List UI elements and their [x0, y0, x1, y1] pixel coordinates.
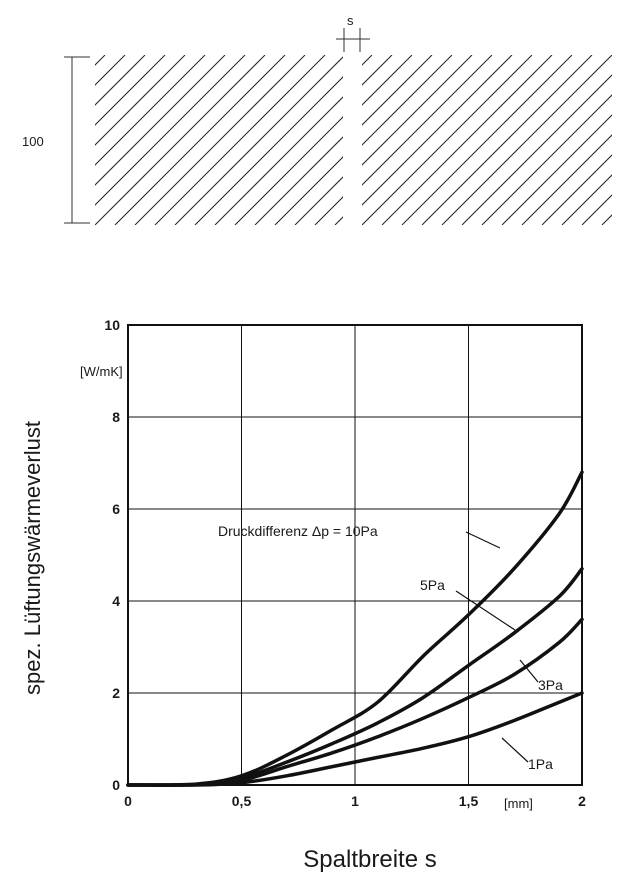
x-tick-label: 1,5 [459, 793, 479, 809]
plot-frame [127, 324, 583, 786]
left-block-hatch-line [95, 55, 146, 106]
tick-labels: 0 0,5 1 1,5 2 0 2 4 6 8 10 [104, 317, 586, 809]
gap-label: s [347, 13, 354, 28]
right-block-hatch-line [481, 94, 612, 225]
right-block-hatch-line [362, 55, 373, 66]
leader-10pa [465, 531, 501, 549]
series-label-3pa: 3Pa [538, 677, 563, 693]
right-block-hatch-line [421, 55, 593, 225]
left-block-hatch-line [254, 136, 343, 225]
left-block-hatch-line [154, 55, 326, 225]
y-tick-label: 4 [112, 593, 120, 609]
right-block-hatch-line [581, 194, 612, 225]
right-block-hatch-line [561, 174, 612, 225]
right-block-hatch-line [521, 134, 612, 225]
right-block-hatch-line [182, 55, 352, 225]
left-block-hatch-line [174, 56, 343, 225]
chart: 0 0,5 1 1,5 2 0 2 4 6 8 10 [W/mK] [mm] spez. Lüftu… [20, 317, 586, 873]
left-block-hatch-line [95, 55, 206, 166]
left-block-hatch-line [334, 216, 343, 225]
right-block-hatch-line [501, 114, 612, 225]
gridlines [128, 325, 582, 785]
left-block-hatch-line [95, 55, 186, 146]
right-block-hatch-line [381, 55, 553, 225]
right-block-hatch-line [362, 55, 493, 186]
left-block-hatch-line [234, 116, 343, 225]
left-block-hatch-line [294, 176, 343, 225]
left-block-hatch-line [194, 76, 343, 225]
left-block-hatch-line [95, 55, 166, 126]
x-tick-label: 1 [351, 793, 359, 809]
right-block-hatch-line [362, 55, 433, 126]
hatched-block-right [182, 55, 612, 225]
x-tick-label: 0 [124, 793, 132, 809]
y-tick-label: 10 [104, 317, 120, 333]
leader-1pa [501, 737, 529, 763]
left-block-hatch-line [214, 96, 343, 225]
series-annotations: Druckdifferenz Δp = 10Pa 5Pa 3Pa 1Pa [218, 523, 563, 772]
right-block-hatch-line [362, 55, 513, 206]
left-block-hatch-line [274, 156, 343, 225]
right-block-hatch-line [362, 55, 533, 225]
left-block-hatch-line [95, 55, 246, 206]
right-block-hatch-line [362, 55, 453, 146]
y-unit-label: [W/mK] [80, 364, 123, 379]
x-tick-label: 2 [578, 793, 586, 809]
y-tick-label: 6 [112, 501, 120, 517]
series-label-5pa: 5Pa [420, 577, 445, 593]
leader-3pa [519, 659, 539, 683]
x-unit-label: [mm] [504, 796, 533, 811]
y-tick-label: 0 [112, 777, 120, 793]
left-block-hatch-line [355, 55, 525, 225]
right-block-hatch-line [461, 74, 612, 225]
right-block-hatch-line [401, 55, 573, 225]
dimension-label: 100 [22, 134, 44, 149]
left-block-hatch-line [95, 55, 126, 86]
left-block-hatch-line [134, 55, 306, 225]
left-block-hatch-line [95, 55, 106, 66]
left-block-hatch-line [114, 55, 286, 225]
left-block-hatch-line [95, 55, 226, 186]
y-axis-label: spez. Lüftungswärmeverlust [20, 421, 45, 695]
y-tick-label: 2 [112, 685, 120, 701]
x-tick-label: 0,5 [232, 793, 252, 809]
right-block-hatch-line [362, 55, 393, 86]
right-block-hatch-line [362, 55, 473, 166]
series-label-10pa: Druckdifferenz Δp = 10Pa [218, 523, 378, 539]
right-block-hatch-line [601, 214, 612, 225]
series-label-1pa: 1Pa [528, 756, 553, 772]
right-block-hatch-line [541, 154, 612, 225]
joint-detail-drawing: 100 s [22, 13, 612, 225]
left-block-hatch-line [95, 55, 266, 225]
leader-5pa [455, 590, 516, 631]
right-block-hatch-line [362, 55, 413, 106]
x-axis-label: Spaltbreite s [303, 846, 436, 873]
right-block-hatch-line [441, 55, 612, 225]
hatched-block-left [95, 55, 525, 225]
y-tick-label: 8 [112, 409, 120, 425]
